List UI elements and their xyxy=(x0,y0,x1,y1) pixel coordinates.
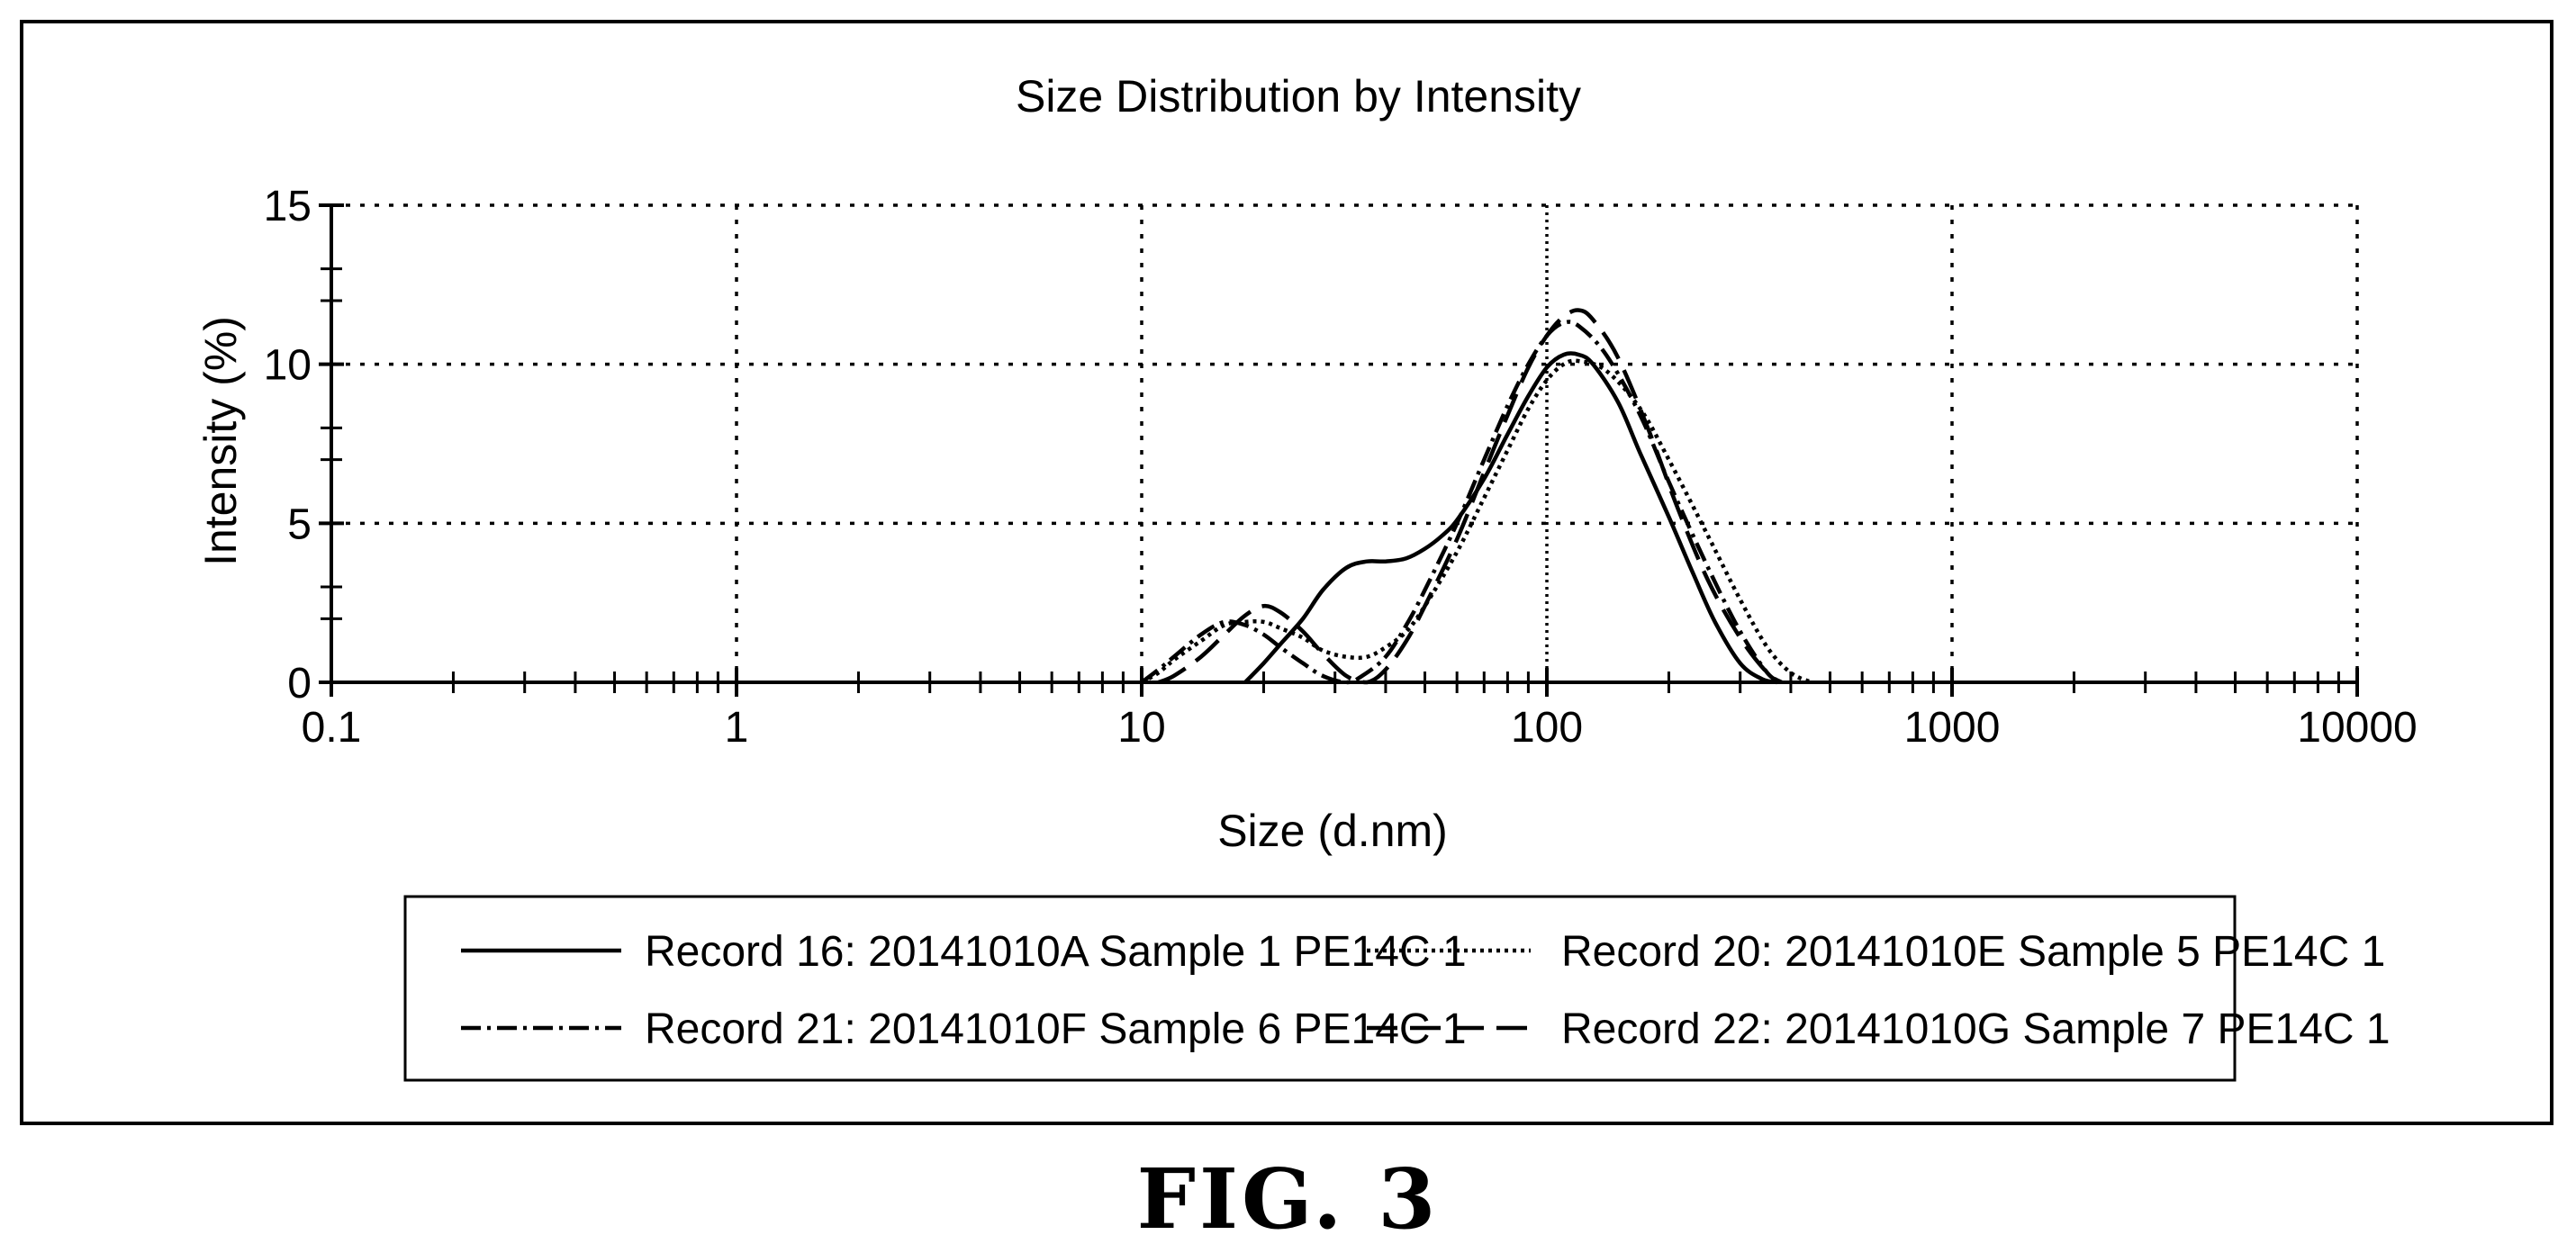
series-line-2 xyxy=(1140,358,1812,685)
legend-item: Record 16: 20141010A Sample 1 PE14C 1 xyxy=(461,928,1467,976)
legend-label: Record 16: 20141010A Sample 1 PE14C 1 xyxy=(645,928,1467,976)
x-tick-label: 10 xyxy=(1117,704,1165,752)
x-tick-label: 10000 xyxy=(2297,704,2417,752)
chart-svg: Size Distribution by Intensity 0 5 10 15 0.1… xyxy=(195,71,2418,1082)
grid-layer xyxy=(331,203,2359,682)
legend-box xyxy=(403,895,2237,1082)
y-tick-label: 15 xyxy=(264,183,312,230)
legend-label: Record 22: 20141010G Sample 7 PE14C 1 xyxy=(1561,1005,2391,1053)
series-line-3 xyxy=(1140,320,1784,685)
x-axis-label: Size (d.nm) xyxy=(1217,806,1448,856)
chart-title: Size Distribution by Intensity xyxy=(1016,71,1581,122)
series-layer xyxy=(1140,308,1812,685)
legend-item: Record 22: 20141010G Sample 7 PE14C 1 xyxy=(1367,1005,2391,1053)
x-tick-label: 1 xyxy=(725,704,749,752)
y-axis-label: Intensity (%) xyxy=(195,316,246,566)
x-tick-label: 1000 xyxy=(1904,704,2001,752)
legend-label: Record 20: 20141010E Sample 5 PE14C 1 xyxy=(1561,928,2385,976)
legend-item: Record 20: 20141010E Sample 5 PE14C 1 xyxy=(1367,928,2385,976)
legend: Record 16: 20141010A Sample 1 PE14C 1 Rec… xyxy=(403,895,2391,1082)
x-tick-label: 100 xyxy=(1511,704,1583,752)
y-tick-label: 10 xyxy=(264,342,312,390)
legend-item: Record 21: 20141010F Sample 6 PE14C 1 xyxy=(461,1005,1467,1053)
x-tick-label: 0.1 xyxy=(302,704,362,752)
y-tick-label: 5 xyxy=(287,500,312,548)
tick-label-layer: 0 5 10 15 0.1 1 10 100 1000 10000 xyxy=(264,183,2418,752)
y-tick-label: 0 xyxy=(287,660,312,708)
axis-layer xyxy=(319,203,2359,697)
series-line-4 xyxy=(1157,308,1784,685)
series-line-1 xyxy=(1243,351,1778,685)
legend-items: Record 16: 20141010A Sample 1 PE14C 1 Rec… xyxy=(461,928,2391,1053)
chart-frame xyxy=(20,20,2553,1125)
legend-label: Record 21: 20141010F Sample 6 PE14C 1 xyxy=(645,1005,1467,1053)
figure-caption: FIG. 3 xyxy=(1136,1150,1440,1248)
